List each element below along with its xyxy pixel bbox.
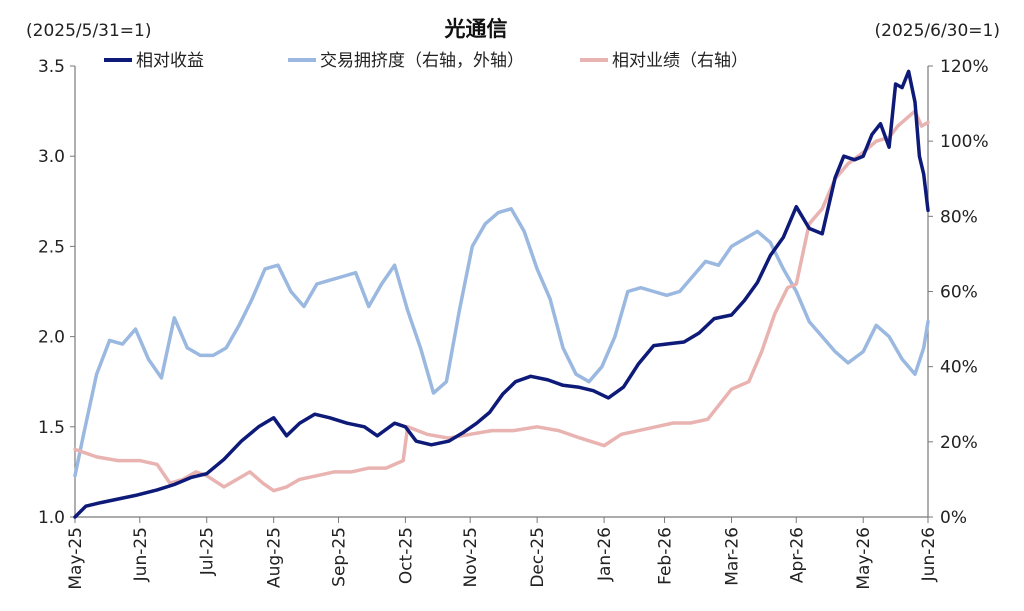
x-tick-label: Jun-25 <box>131 527 151 582</box>
legend: 相对收益 交易拥挤度（右轴，外轴） 相对业绩（右轴） <box>104 51 748 71</box>
x-tick-label: Nov-25 <box>461 527 481 588</box>
right-tick-label: 80% <box>940 207 978 227</box>
series-layer <box>73 69 930 519</box>
series-line-0 <box>73 69 930 519</box>
legend-label-1: 交易拥挤度（右轴，外轴） <box>320 51 524 71</box>
left-tick-label: 2.0 <box>38 328 65 348</box>
axes: 1.0 1.5 2.0 2.5 3.0 3.5 0% 20% 40% 60% 80% 100% 120%… <box>38 57 989 590</box>
left-tick-label: 2.5 <box>38 237 65 257</box>
x-tick-label: Aug-25 <box>265 527 285 588</box>
x-tick-label: Apr-26 <box>787 527 807 583</box>
series-line-1 <box>73 207 930 478</box>
right-tick-label: 100% <box>940 132 989 152</box>
right-tick-label: 40% <box>940 358 978 378</box>
x-tick-label: Sep-25 <box>329 527 349 587</box>
x-tick-label: May-26 <box>854 527 874 590</box>
x-tick-label: Jan-26 <box>595 527 615 582</box>
x-tick-label: Jun-26 <box>919 527 939 582</box>
x-tick-label: May-25 <box>66 527 86 590</box>
x-tick-label: Feb-26 <box>656 527 676 585</box>
right-axis-note: (2025/6/30=1) <box>875 21 1001 41</box>
right-tick-label: 0% <box>940 508 967 528</box>
x-tick-label: Jul-25 <box>198 527 218 576</box>
right-tick-label: 20% <box>940 433 978 453</box>
legend-label-2: 相对业绩（右轴） <box>612 51 748 71</box>
x-tick-label: Oct-25 <box>396 527 416 584</box>
left-tick-label: 3.5 <box>38 57 65 77</box>
left-axis-note: (2025/5/31=1) <box>26 21 152 41</box>
x-tick-label: Mar-26 <box>722 527 742 586</box>
left-tick-label: 1.5 <box>38 418 65 438</box>
right-tick-label: 60% <box>940 283 978 303</box>
left-tick-label: 1.0 <box>38 508 65 528</box>
legend-label-0: 相对收益 <box>136 51 204 71</box>
x-tick-label: Dec-25 <box>528 527 548 588</box>
chart-title: 光通信 <box>444 17 508 41</box>
right-tick-label: 120% <box>940 57 989 77</box>
left-tick-label: 3.0 <box>38 147 65 167</box>
